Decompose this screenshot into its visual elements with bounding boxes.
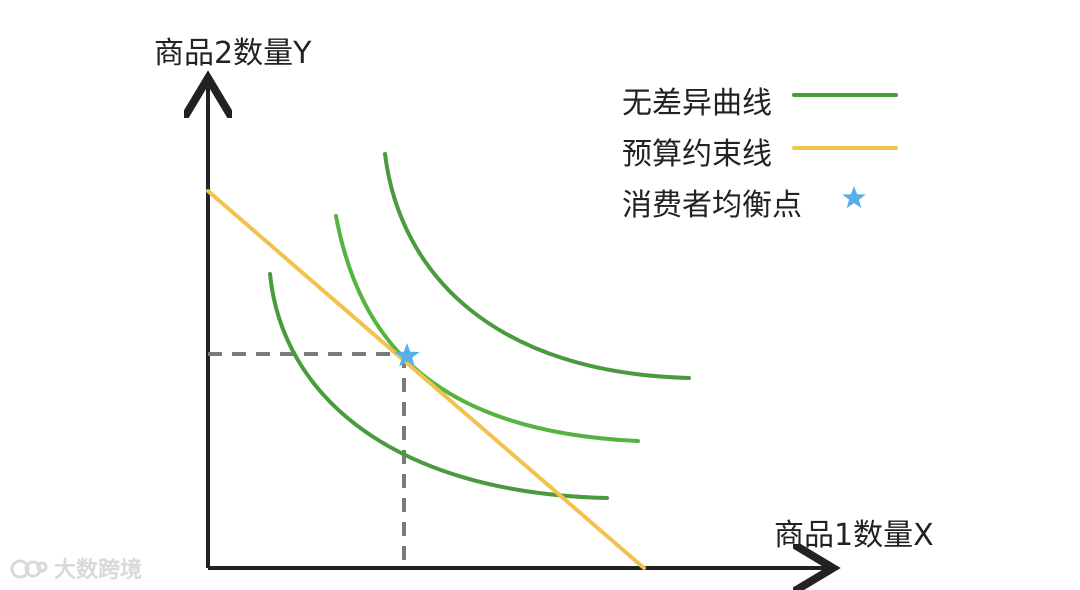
budget-constraint-line <box>206 189 646 570</box>
equilibrium-point <box>394 343 420 367</box>
watermark: 大数跨境 <box>10 557 142 583</box>
watermark-logo-icon <box>10 559 48 579</box>
watermark-text: 大数跨境 <box>54 557 142 583</box>
budget-constraint <box>206 189 646 570</box>
equilibrium-star-icon <box>394 343 420 367</box>
guide-lines <box>208 352 406 568</box>
legend: 无差异曲线 预算约束线 消费者均衡点 <box>622 86 898 223</box>
legend-label-equilibrium: 消费者均衡点 <box>622 188 802 223</box>
x-axis-label: 商品1数量X <box>774 518 934 553</box>
y-axis-label: 商品2数量Y <box>154 36 312 71</box>
legend-label-budget: 预算约束线 <box>622 137 772 172</box>
middle-indifference-curve <box>334 214 640 443</box>
upper-indifference-curve <box>383 152 691 380</box>
lower-indifference-curve <box>268 272 609 500</box>
axes: 商品2数量Y 商品1数量X <box>154 36 934 568</box>
legend-label-indifference: 无差异曲线 <box>622 86 772 121</box>
legend-equilibrium-star-icon <box>842 186 866 209</box>
